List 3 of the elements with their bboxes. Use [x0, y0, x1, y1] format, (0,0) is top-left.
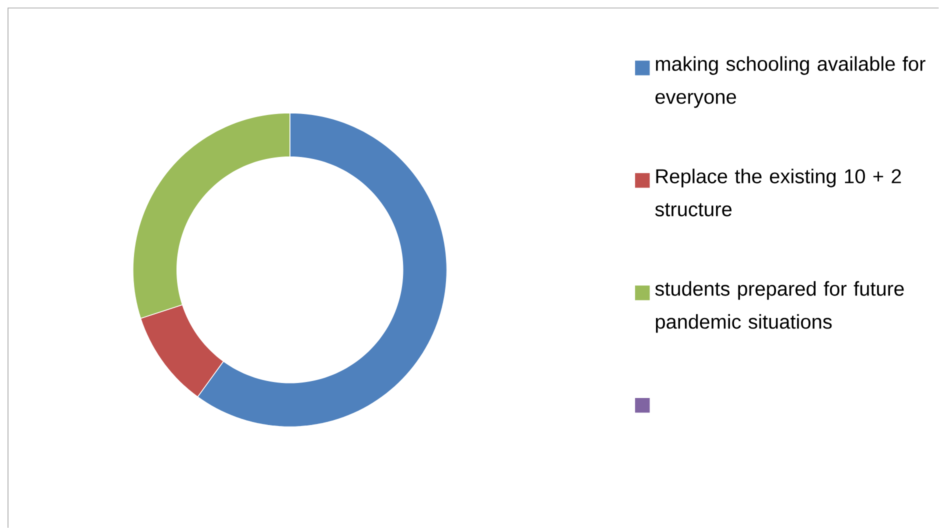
legend-label: making schooling available for everyone — [656, 56, 926, 108]
legend-label: Replace the existing 10 + 2 structure — [655, 168, 901, 216]
legend-label: students prepared for future pandemic situations — [655, 281, 904, 333]
